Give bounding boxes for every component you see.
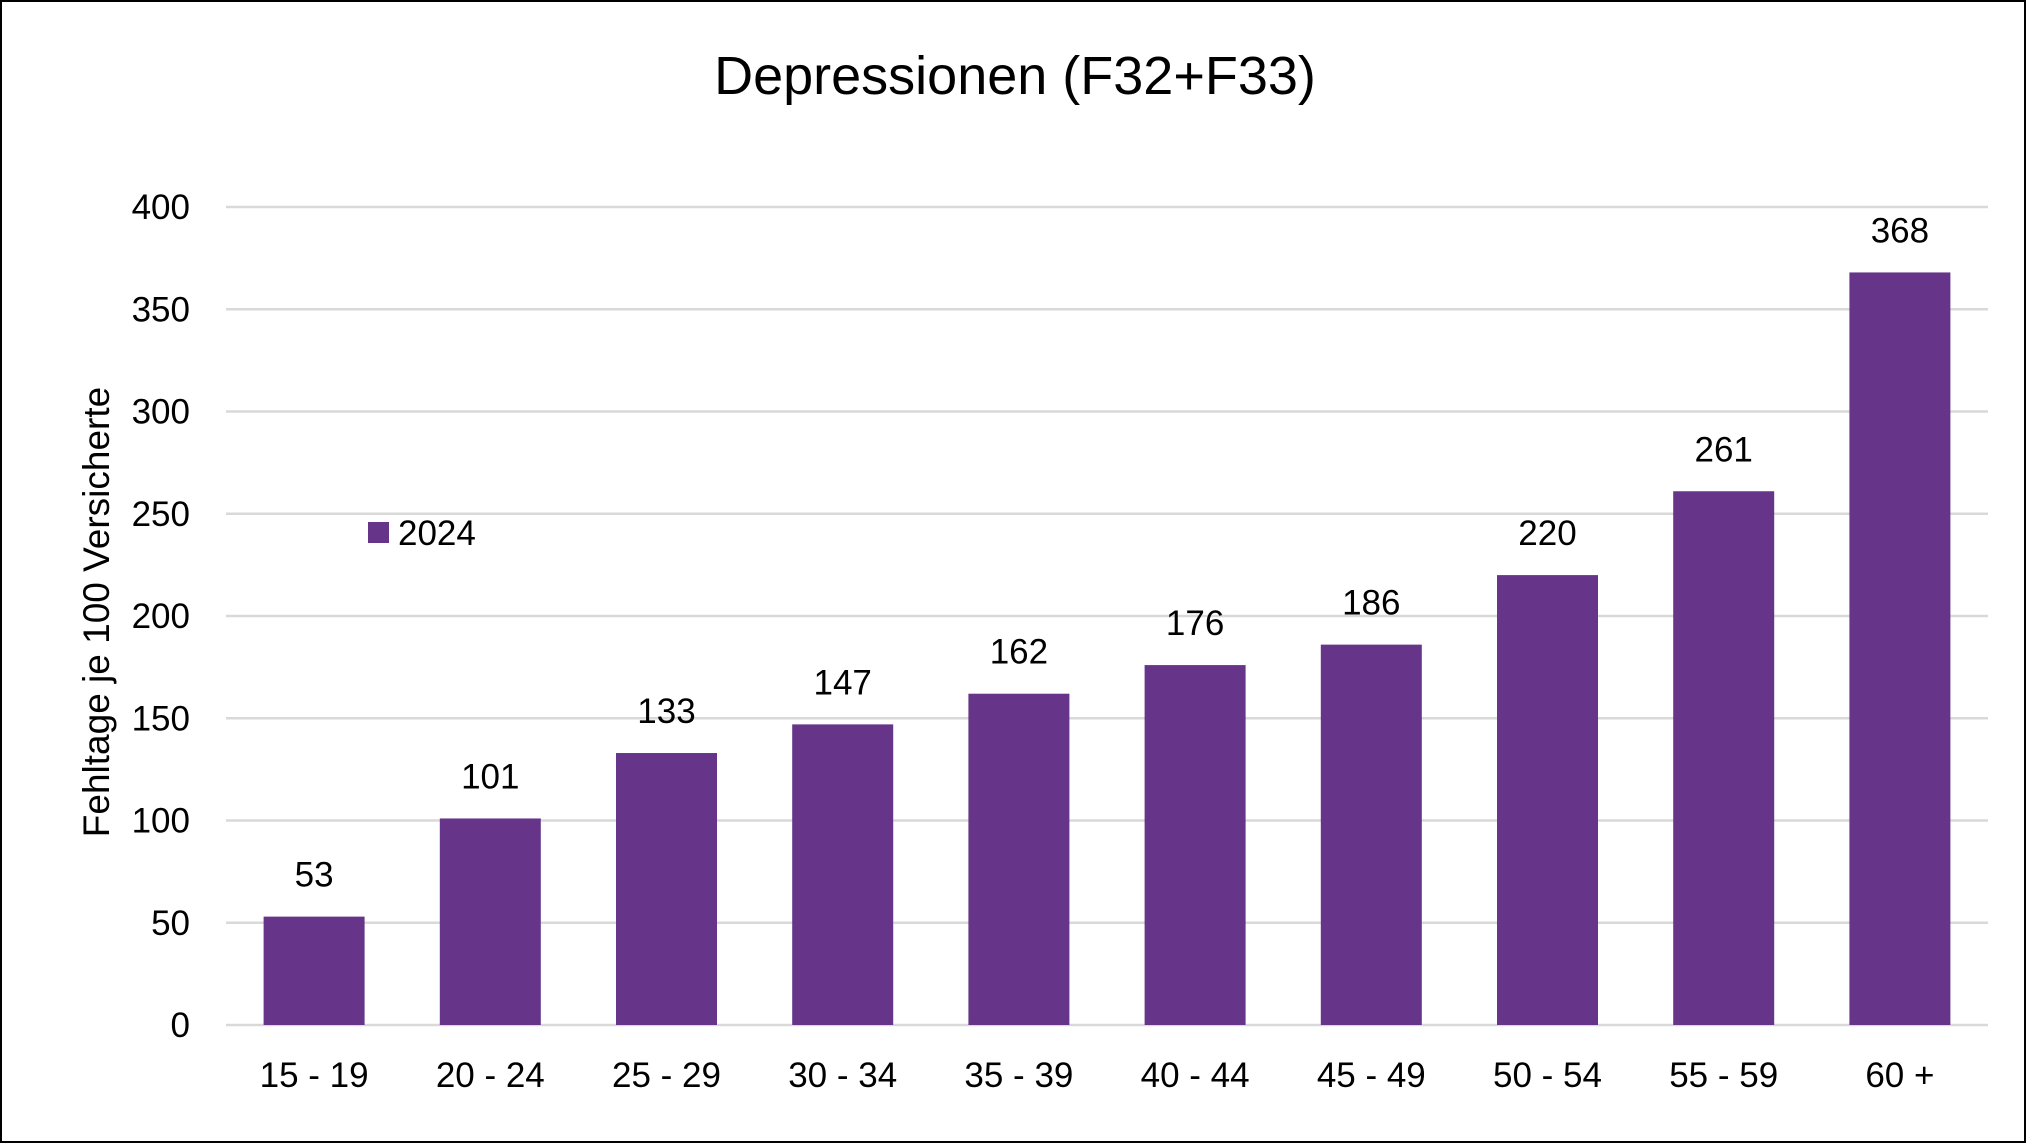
bars — [263, 272, 1951, 1025]
legend-label-2024: 2024 — [398, 514, 476, 553]
bar-35-39 — [968, 693, 1070, 1025]
bar-40-44 — [1144, 665, 1246, 1025]
y-tick-label-50: 50 — [151, 904, 190, 943]
data-label-25-29: 133 — [637, 692, 695, 731]
bar-15-19 — [263, 916, 365, 1025]
bar-20-24 — [439, 818, 541, 1025]
data-label-40-44: 176 — [1166, 604, 1224, 643]
x-tick-label-15-19: 15 - 19 — [260, 1056, 369, 1095]
y-tick-label-150: 150 — [132, 699, 190, 738]
x-tick-label-45-49: 45 - 49 — [1317, 1056, 1426, 1095]
data-label-50-54: 220 — [1518, 514, 1576, 553]
y-tick-label-250: 250 — [132, 495, 190, 534]
y-tick-labels: 0 50 100 150 200 250 300 350 400 — [132, 188, 190, 1045]
x-tick-label-60: 60 + — [1865, 1056, 1934, 1095]
bar-45-49 — [1320, 644, 1422, 1025]
data-label-30-34: 147 — [813, 663, 871, 702]
bar-25-29 — [616, 753, 717, 1025]
data-label-20-24: 101 — [461, 757, 519, 796]
x-tick-label-50-54: 50 - 54 — [1493, 1056, 1602, 1095]
legend-swatch-2024 — [368, 522, 389, 543]
legend: 2024 — [368, 514, 476, 553]
x-tick-label-35-39: 35 - 39 — [964, 1056, 1073, 1095]
data-label-15-19: 53 — [295, 856, 334, 895]
bar-60 — [1849, 272, 1951, 1025]
x-tick-label-55-59: 55 - 59 — [1669, 1056, 1778, 1095]
x-tick-label-25-29: 25 - 29 — [612, 1056, 721, 1095]
y-tick-label-400: 400 — [132, 188, 190, 227]
y-tick-label-200: 200 — [132, 597, 190, 636]
data-label-45-49: 186 — [1342, 584, 1400, 623]
bar-55-59 — [1673, 491, 1775, 1025]
data-label-60: 368 — [1871, 211, 1929, 250]
chart-title: Depressionen (F32+F33) — [714, 46, 1316, 106]
x-tick-labels: 15 - 19 20 - 24 25 - 29 30 - 34 35 - 39 40 - … — [260, 1056, 1935, 1095]
y-tick-label-100: 100 — [132, 802, 190, 841]
x-tick-label-30-34: 30 - 34 — [788, 1056, 897, 1095]
y-tick-label-300: 300 — [132, 393, 190, 432]
y-axis-label: Fehltage je 100 Versicherte — [76, 387, 117, 837]
y-tick-label-0: 0 — [171, 1006, 190, 1045]
x-tick-label-40-44: 40 - 44 — [1141, 1056, 1250, 1095]
x-tick-label-20-24: 20 - 24 — [436, 1056, 545, 1095]
bar-30-34 — [792, 724, 894, 1025]
bar-50-54 — [1497, 575, 1598, 1025]
data-label-55-59: 261 — [1694, 430, 1752, 469]
data-label-35-39: 162 — [990, 633, 1048, 672]
y-tick-label-350: 350 — [132, 290, 190, 329]
data-labels: 53 101 133 147 162 176 186 220 261 368 — [295, 211, 1929, 894]
